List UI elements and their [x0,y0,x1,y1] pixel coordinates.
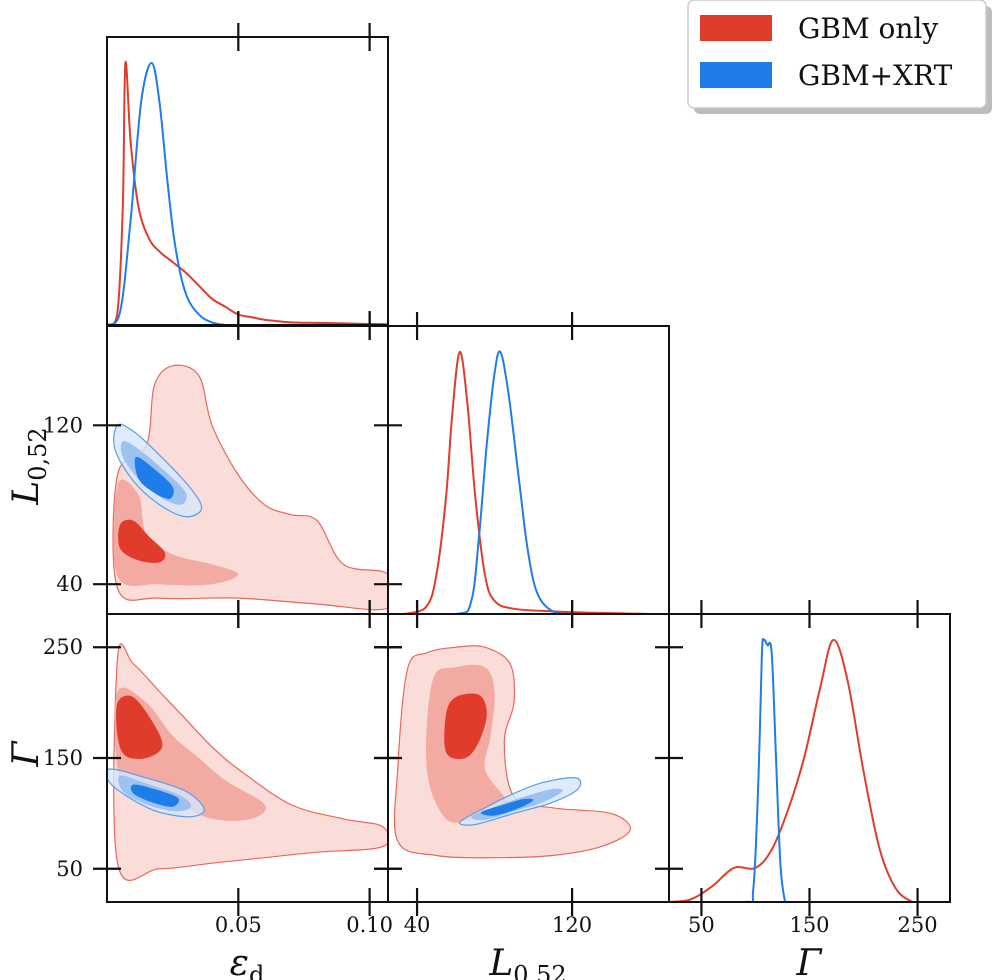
x-tick-label-L: 120 [552,913,592,937]
x-tick-label-G: 50 [688,913,715,937]
contour-L-G [374,600,683,916]
marginal-G-plot-area [669,637,913,902]
y-axis-label-G: Γ [6,739,47,767]
contour-L-G-plot-area [393,645,631,859]
marginal-curve-eps-gbm-only [107,60,388,325]
y-tick-label-G: 150 [43,746,83,770]
marginal-curve-G-gbm-xrt [669,637,789,902]
panel-border [106,36,389,326]
x-axis-label-G: Γ [796,943,824,980]
legend-label-gbm-xrt: GBM+XRT [798,59,953,92]
panel-border [668,613,951,903]
contour-gbm-xrt-2 [130,784,180,807]
panel-border [387,325,670,615]
y-axis-label-L: L0,52 [6,427,52,505]
y-tick-label-L: 40 [56,572,83,596]
tick-labels: 50 150 250 40 120 0.05 0.10 50 150 250 40 120 [43,413,938,937]
marginal-L [387,312,670,628]
marginal-eps [106,23,389,339]
contour-gbm-xrt-2 [134,456,174,499]
y-tick-label-G: 50 [56,857,83,881]
y-tick-label-G: 250 [43,635,83,659]
contour-gbm-only-2 [444,693,487,759]
marginal-eps-plot-area [107,60,388,325]
marginal-L-plot-area [388,350,650,614]
marginal-curve-eps-gbm-xrt [107,61,226,325]
x-tick-label-G: 150 [789,913,829,937]
marginal-curve-L-gbm-only [388,350,650,614]
contour-gbm-only-2 [118,519,166,563]
marginal-G [668,600,951,916]
x-tick-label-G: 250 [898,913,938,937]
contour-gbm-only-0 [112,364,388,611]
x-tick-label-eps: 0.10 [346,913,393,937]
legend-swatch-gbm-only [700,15,772,41]
contour-eps-G-plot-area [107,643,388,881]
legend-swatch-gbm-xrt [700,62,772,88]
marginal-curve-L-gbm-xrt [388,350,573,614]
marginal-curve-G-gbm-only [669,639,913,902]
contour-gbm-xrt-2 [480,798,534,816]
contour-gbm-only-0 [113,643,388,881]
panels [93,23,951,916]
contour-eps-L-plot-area [112,364,388,611]
x-axis-label-eps: εd [230,943,265,980]
contour-gbm-only-2 [115,695,163,759]
contour-eps-L [93,312,402,628]
axis-labels: εd L0,52 Γ L0,52 Γ [6,427,824,980]
x-axis-label-L: L0,52 [488,943,566,980]
legend: GBM only GBM+XRT [687,0,992,114]
y-tick-label-L: 120 [43,413,83,437]
contour-eps-G [93,600,402,916]
legend-label-gbm-only: GBM only [798,12,938,45]
x-tick-label-eps: 0.05 [215,913,262,937]
x-tick-label-L: 40 [404,913,431,937]
